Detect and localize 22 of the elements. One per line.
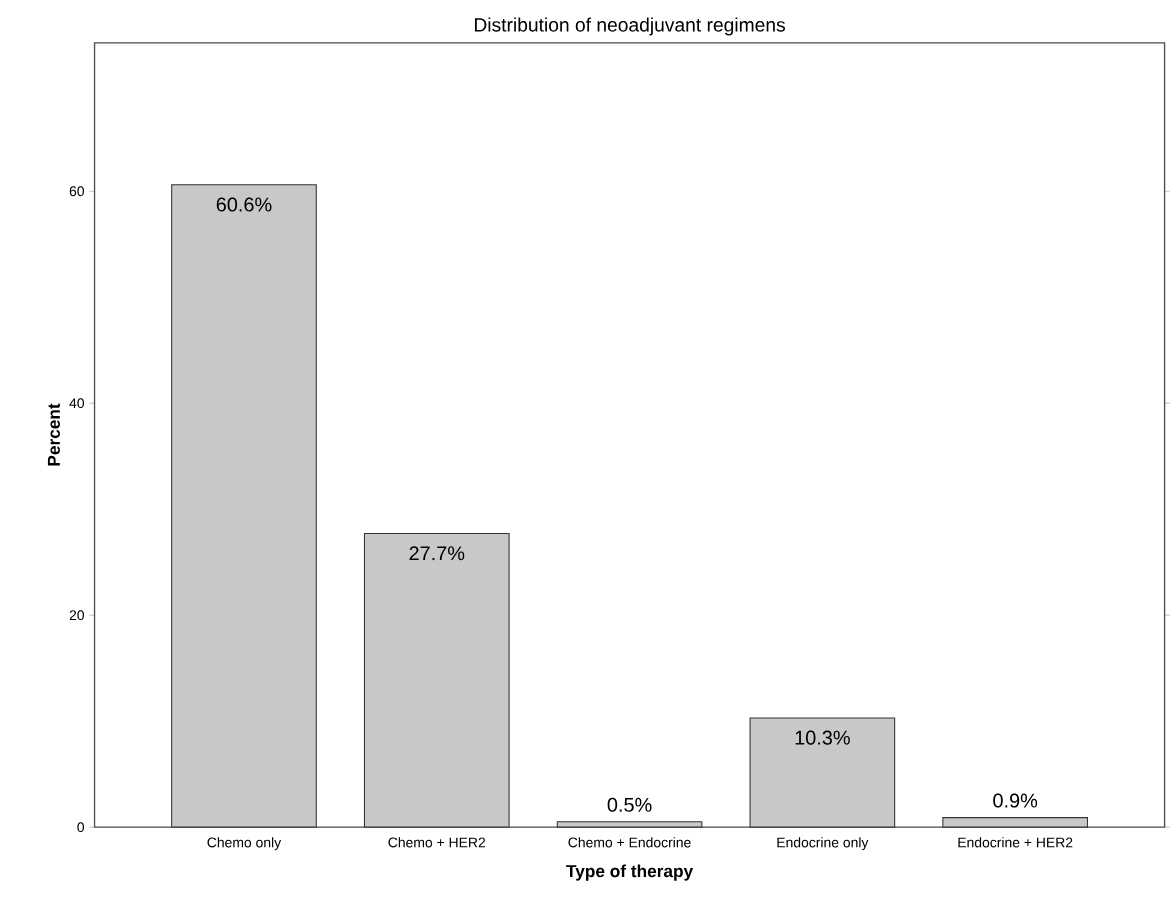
data-label: 60.6% <box>216 197 272 212</box>
bar <box>171 184 317 828</box>
x-tick-label: Chemo + Endocrine <box>568 837 691 848</box>
y-tick-label: 40 <box>69 398 85 409</box>
data-label: 10.3% <box>795 730 850 745</box>
data-label: 0.5% <box>607 797 652 812</box>
x-tick-label: Chemo + HER2 <box>388 837 486 848</box>
x-axis-title: Type of therapy <box>566 864 694 881</box>
bar <box>942 817 1088 828</box>
bar <box>556 821 703 828</box>
x-tick-label: Endocrine + HER2 <box>958 837 1073 848</box>
y-tick-label: 0 <box>77 822 85 833</box>
y-axis-title: Percent <box>47 403 60 466</box>
x-tick-label: Chemo only <box>207 837 282 851</box>
bar <box>749 717 896 828</box>
bar <box>363 533 510 828</box>
y-tick-label: 60 <box>69 186 85 197</box>
data-label: 0.9% <box>993 793 1038 808</box>
y-tick-label: 20 <box>69 610 85 621</box>
data-label: 27.7% <box>409 546 465 561</box>
chart-title: Distribution of neoadjuvant regimens <box>474 17 785 36</box>
x-tick-label: Endocrine only <box>777 837 869 851</box>
